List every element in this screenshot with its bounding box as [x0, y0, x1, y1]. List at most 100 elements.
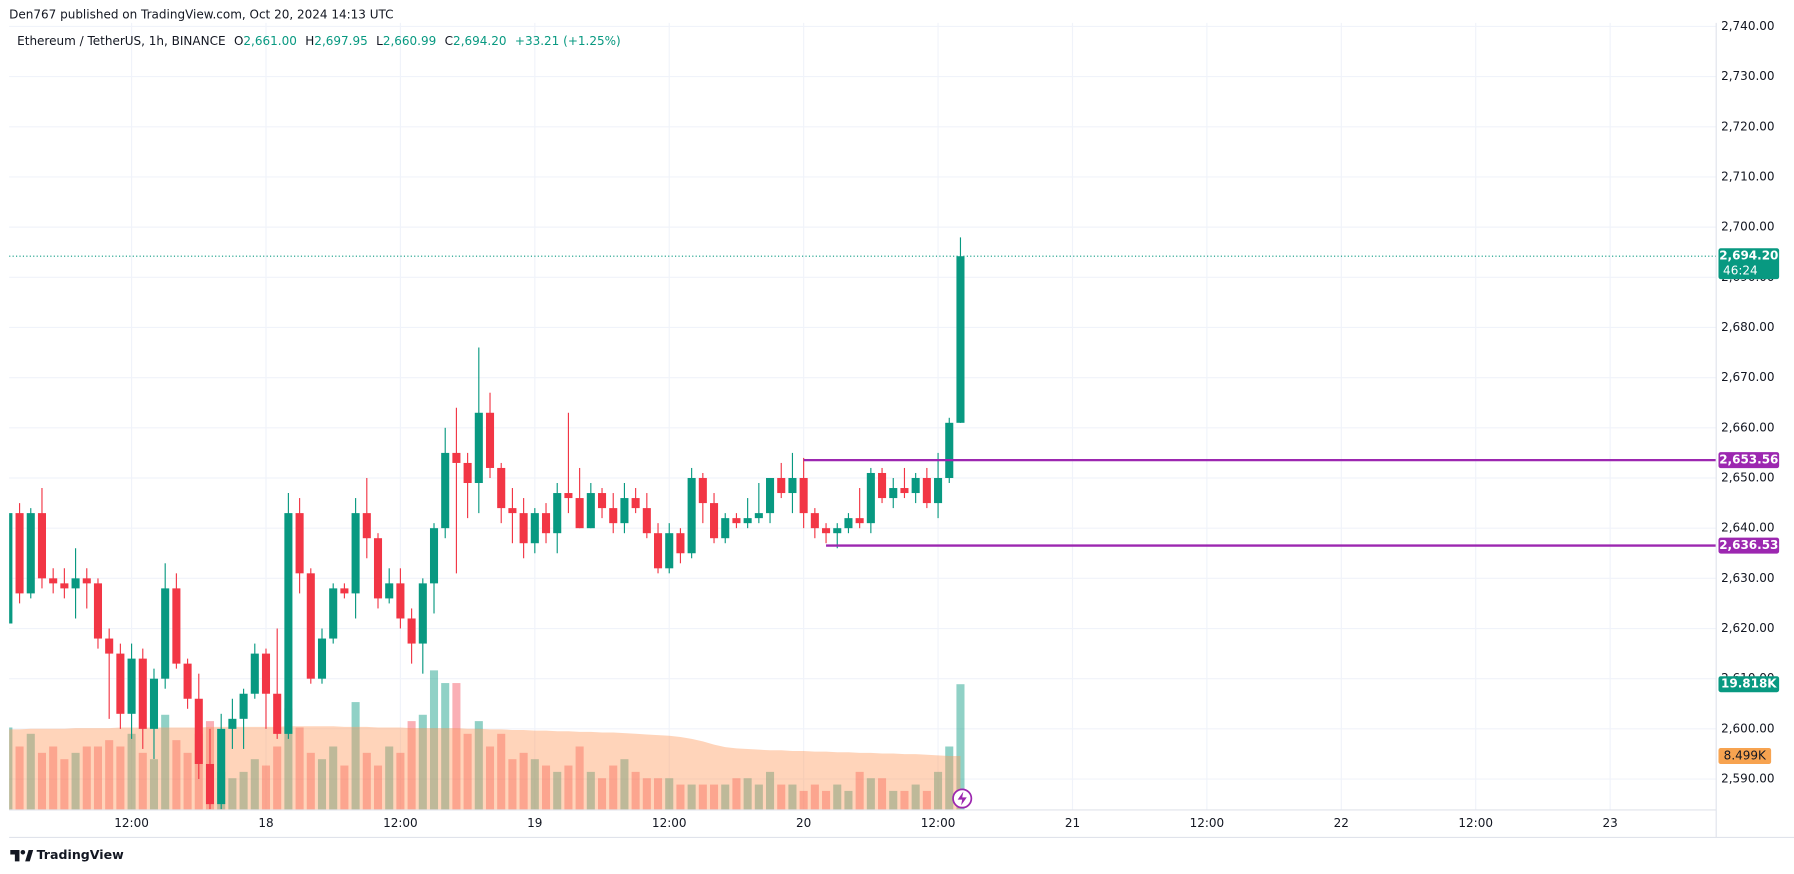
y-tick-label: 2,590.00: [1721, 772, 1774, 786]
candle-body: [463, 462, 472, 484]
y-tick-label: 2,630.00: [1721, 571, 1774, 585]
volume-bar: [26, 733, 35, 810]
legend-c: 2,694.20: [453, 34, 506, 48]
volume-label-box: [1718, 676, 1780, 693]
legend-o-label: O: [234, 34, 243, 48]
candle-body: [217, 728, 226, 805]
candle-body: [340, 588, 349, 594]
candle-body: [687, 477, 696, 554]
candle-body: [777, 477, 786, 494]
legend-l-label: L: [376, 34, 383, 48]
candle-body: [138, 658, 147, 729]
volume-bar: [553, 771, 562, 810]
volume-bar: [37, 752, 47, 810]
volume-bar: [60, 759, 69, 810]
y-tick-label: 2,720.00: [1721, 119, 1774, 133]
volume-bar: [497, 733, 506, 810]
candle-body: [508, 508, 517, 514]
candle-body: [698, 477, 707, 504]
legend: Ethereum / TetherUS, 1h, BINANCE O2,661.…: [17, 34, 621, 48]
candle-body: [116, 653, 125, 714]
volume-bar: [586, 771, 595, 810]
volume-label: 19.818K: [1721, 677, 1777, 691]
candle-body: [452, 452, 461, 463]
volume-bar: [754, 784, 763, 810]
volume-bar: [306, 752, 315, 810]
volume-bar: [676, 784, 685, 810]
volume-bar: [239, 771, 248, 810]
candle-body: [373, 538, 383, 599]
y-tick-label: 2,620.00: [1721, 621, 1774, 635]
candle-body: [788, 477, 797, 494]
volume-bar: [161, 714, 170, 810]
volume-bar: [710, 784, 719, 810]
candle-body: [497, 467, 506, 509]
x-tick-label: 19: [527, 816, 542, 830]
x-tick-label: 12:00: [921, 816, 956, 830]
volume-bar: [698, 784, 707, 810]
volume-bar: [273, 746, 282, 810]
candle-body: [530, 513, 539, 544]
candle-body: [653, 533, 663, 569]
volume-bar: [620, 759, 629, 810]
volume-ma-label-box: [1718, 748, 1772, 765]
volume-bar: [564, 765, 573, 810]
volume-bar: [452, 683, 461, 810]
candle-body: [642, 508, 651, 534]
candle-body: [474, 412, 483, 484]
volume-bar: [855, 771, 864, 810]
legend-h-label: H: [305, 34, 314, 48]
volume-bar: [149, 759, 159, 810]
candle-body: [575, 498, 584, 529]
candle-body: [766, 477, 775, 514]
candle-body: [945, 422, 954, 478]
volume-bar: [429, 670, 439, 810]
candle-body: [732, 518, 741, 524]
candle-body: [407, 618, 416, 644]
candle-body: [71, 578, 80, 589]
volume-bar: [766, 771, 775, 810]
candle-body: [710, 503, 719, 539]
candle-body: [855, 518, 864, 524]
volume-bar: [441, 683, 450, 810]
candle-body: [441, 452, 450, 529]
candle-body: [82, 578, 91, 584]
candle-body: [810, 513, 819, 529]
volume-bar: [463, 733, 472, 810]
candle-body: [273, 693, 282, 734]
volume-bar: [362, 752, 371, 810]
y-tick-label: 2,740.00: [1721, 19, 1774, 33]
candle-body: [295, 513, 304, 574]
candle-body: [519, 513, 528, 544]
y-tick-label: 2,650.00: [1721, 470, 1774, 484]
volume-bar: [340, 765, 349, 810]
x-tick-label: 21: [1065, 816, 1080, 830]
candle-body: [609, 508, 618, 524]
volume-bar: [485, 746, 495, 810]
x-tick-label: 12:00: [1458, 816, 1493, 830]
volume-bar: [138, 752, 147, 810]
legend-c-label: C: [445, 34, 453, 48]
candle-body: [541, 513, 551, 534]
volume-bar: [934, 771, 943, 810]
volume-bar: [575, 746, 584, 810]
candle-body: [418, 583, 427, 644]
volume-bar: [945, 746, 954, 810]
candle-body: [250, 653, 259, 694]
volume-bar: [295, 727, 304, 810]
x-tick-label: 12:00: [114, 816, 149, 830]
volume-bar: [385, 746, 394, 810]
candle-body: [553, 493, 562, 534]
volume-bar: [911, 784, 920, 810]
volume-bar: [878, 778, 887, 810]
candle-body: [743, 518, 752, 524]
volume-bar: [900, 790, 909, 810]
volume-bar: [922, 790, 931, 810]
candle-body: [306, 573, 315, 679]
candle-body: [194, 698, 203, 764]
candle-body: [239, 693, 248, 719]
candle-body: [754, 513, 763, 519]
candle-body: [317, 638, 327, 679]
candle-body: [429, 528, 439, 584]
candle-body: [183, 663, 192, 699]
